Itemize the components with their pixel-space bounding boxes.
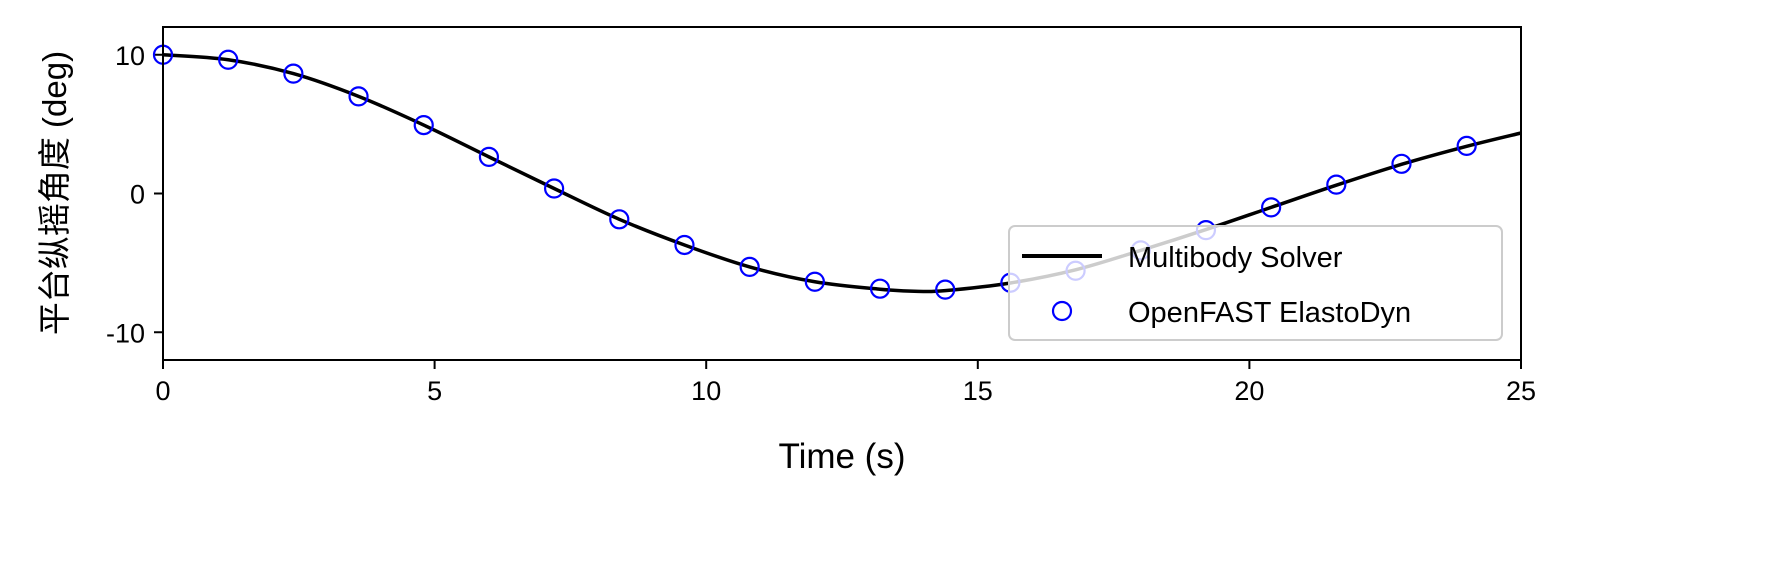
x-axis-label: Time (s)	[778, 437, 905, 476]
y-axis-label: 平台纵摇角度 (deg)	[36, 51, 73, 335]
data-point-openfast	[804, 271, 825, 292]
x-tick-label: 10	[691, 376, 721, 406]
data-point-openfast	[739, 256, 760, 277]
data-point-openfast	[544, 178, 565, 199]
data-point-openfast	[1326, 174, 1347, 195]
data-point-openfast	[478, 146, 500, 167]
legend-label-multibody: Multibody Solver	[1128, 242, 1343, 274]
data-point-openfast	[869, 278, 891, 299]
data-point-openfast	[348, 86, 369, 107]
data-point-openfast	[1391, 153, 1412, 174]
data-point-openfast	[1456, 135, 1477, 157]
x-tick-label: 5	[427, 376, 442, 406]
legend-frame	[1008, 225, 1503, 341]
data-point-openfast	[283, 63, 304, 84]
axis-ticks: 0 5 10 15 20 25 10 0 -10	[106, 41, 1536, 406]
legend-label-openfast: OpenFAST ElastoDyn	[1128, 297, 1411, 329]
legend-circle-marker	[1051, 300, 1073, 322]
data-point-openfast	[218, 49, 239, 70]
data-point-openfast	[609, 209, 630, 230]
data-point-openfast	[1261, 197, 1282, 218]
y-tick-label: 0	[130, 180, 145, 210]
series-line-multibody-solver	[162, 53, 1522, 294]
y-tick-label: 10	[115, 41, 145, 71]
axes-frame	[162, 26, 1522, 361]
x-tick-label: 25	[1506, 376, 1536, 406]
data-point-openfast	[935, 279, 956, 300]
x-tick-label: 20	[1234, 376, 1264, 406]
x-tick-label: 0	[155, 376, 170, 406]
y-tick-label: -10	[106, 318, 145, 348]
x-tick-label: 15	[963, 376, 993, 406]
legend: Multibody Solver OpenFAST ElastoDyn	[1008, 225, 1503, 341]
data-point-openfast	[413, 114, 434, 136]
data-point-openfast	[674, 234, 695, 256]
